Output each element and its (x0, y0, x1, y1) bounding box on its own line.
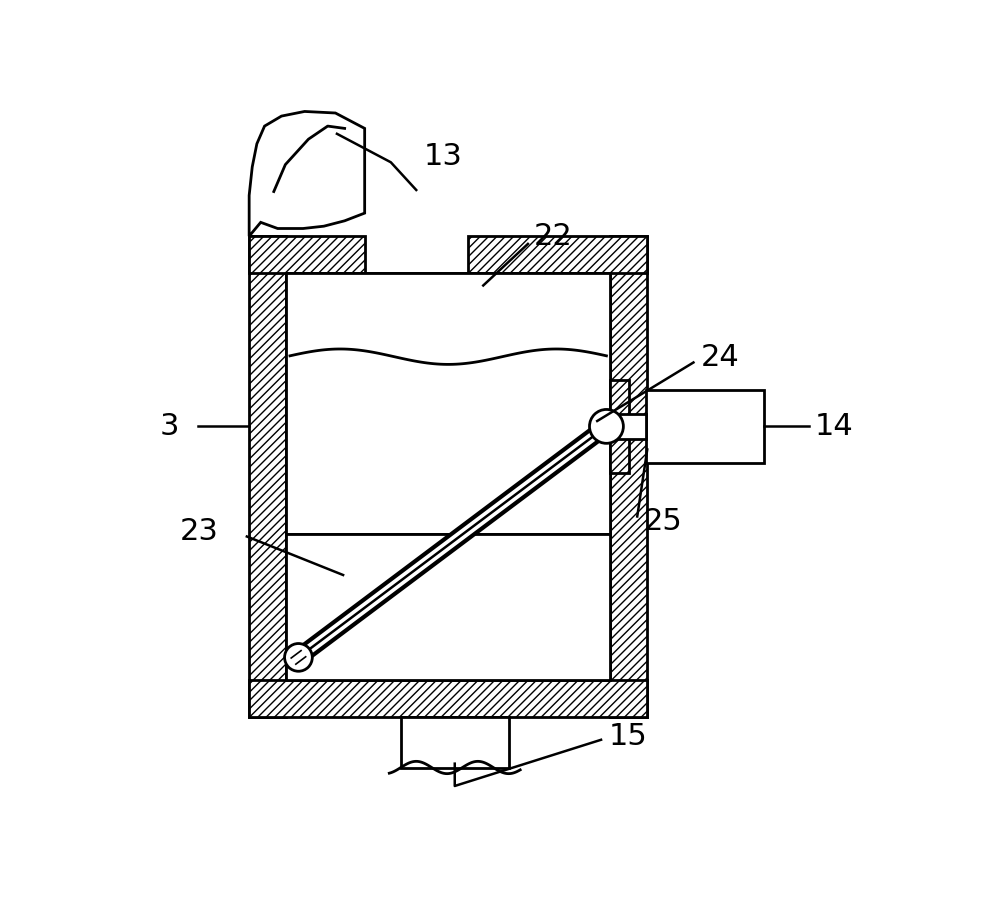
Bar (286, 273, 610, 534)
Bar (249, 236, 365, 273)
Bar (606, 414, 646, 439)
Bar (249, 680, 647, 716)
Text: 22: 22 (534, 222, 573, 251)
Text: 15: 15 (609, 722, 648, 751)
Circle shape (590, 409, 623, 443)
Text: 23: 23 (180, 518, 219, 546)
Bar (401, 716, 509, 768)
Bar (646, 390, 764, 463)
Bar (610, 236, 647, 716)
Bar (610, 380, 629, 473)
Polygon shape (249, 112, 365, 236)
Bar (468, 236, 647, 273)
Text: 24: 24 (701, 343, 740, 372)
Bar (249, 236, 286, 716)
Text: 14: 14 (814, 412, 853, 441)
Text: 13: 13 (424, 142, 463, 171)
Text: 3: 3 (160, 412, 179, 441)
Bar (286, 534, 610, 680)
Circle shape (285, 644, 312, 671)
Text: 25: 25 (643, 507, 682, 536)
